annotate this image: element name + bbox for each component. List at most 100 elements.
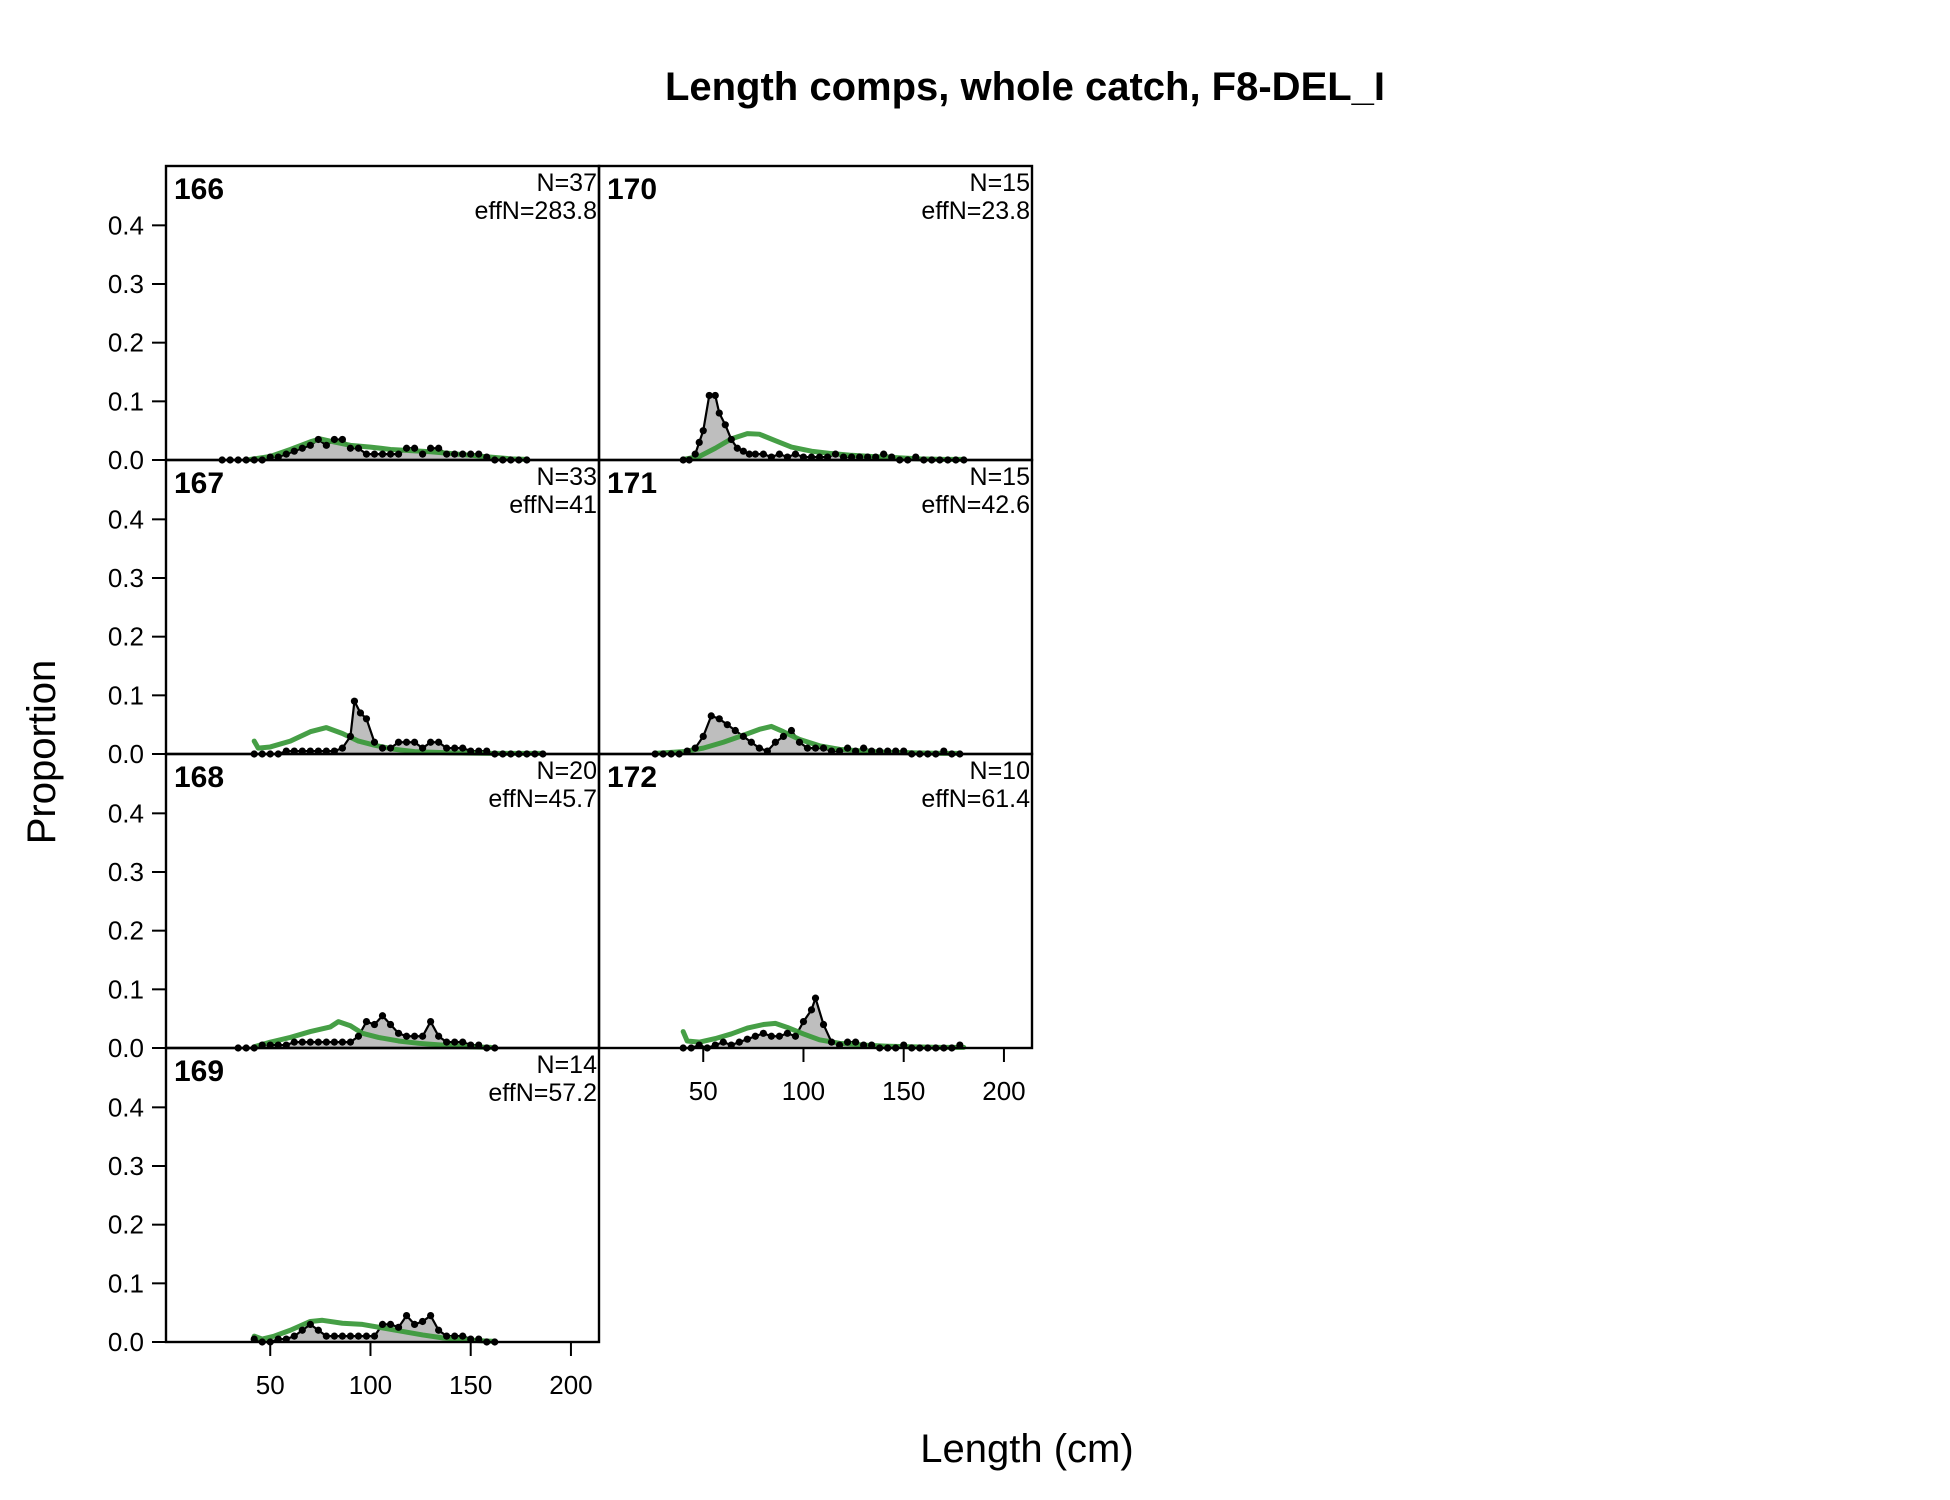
observed-point (427, 444, 435, 452)
observed-point (705, 391, 713, 400)
observed-point (290, 1038, 298, 1046)
observed-point (727, 435, 735, 444)
observed-point (759, 1029, 767, 1037)
observed-point (370, 1020, 379, 1029)
observed-point (733, 444, 741, 452)
observed-point (427, 1018, 435, 1026)
y-tick-label: 0.4 (108, 210, 144, 240)
observed-point (354, 1332, 363, 1340)
observed-point (831, 450, 840, 458)
expected-line (251, 1019, 494, 1050)
observed-point (443, 450, 451, 458)
observed-point (314, 1038, 322, 1046)
observed-point (435, 1032, 443, 1040)
observed-point (443, 1332, 451, 1340)
y-tick-label: 0.4 (108, 1092, 144, 1122)
x-tick-label: 100 (349, 1370, 392, 1400)
observed-point (739, 447, 747, 455)
observed-point (819, 1020, 828, 1029)
y-tick-label: 0.1 (108, 1268, 144, 1298)
observed-point (427, 1312, 435, 1320)
observed-point (880, 450, 888, 458)
observed-point (418, 1317, 427, 1326)
y-tick-label: 0.0 (108, 1033, 144, 1063)
panel-frame (164, 1046, 601, 1344)
observed-point (394, 1323, 403, 1331)
observed-point (362, 1018, 371, 1026)
observed-point (418, 744, 427, 752)
observed-point (402, 1032, 411, 1040)
observed-point (410, 444, 419, 452)
x-tick-label: 50 (689, 1076, 718, 1106)
observed-point (759, 450, 767, 458)
observed-point (751, 1032, 759, 1040)
y-tick-label: 0.3 (108, 857, 144, 887)
observed-point (338, 1332, 347, 1340)
panel-n-label: N=14 (537, 1051, 598, 1079)
observed-point (695, 438, 703, 446)
observed-point (767, 1032, 775, 1040)
panel-n-label: N=20 (537, 757, 597, 785)
observed-point (418, 450, 427, 458)
observed-point (418, 1032, 427, 1040)
observed-point (715, 409, 723, 417)
observed-point (386, 450, 395, 458)
observed-point (707, 712, 715, 720)
observed-point (410, 738, 419, 746)
y-tick-label: 0.4 (108, 504, 144, 534)
observed-point (370, 1332, 379, 1340)
observed-point (435, 1326, 443, 1334)
x-tick-label: 200 (982, 1076, 1025, 1106)
observed-point (699, 427, 707, 435)
y-tick-label: 0.2 (108, 328, 144, 358)
observed-point (715, 715, 723, 723)
observed-point (402, 444, 411, 452)
observed-point (290, 447, 298, 455)
y-tick-label: 0.0 (108, 1327, 144, 1357)
observed-point (811, 744, 820, 752)
observed-point (739, 732, 747, 741)
panel-effn-label: effN=41 (509, 491, 597, 519)
observed-point (691, 744, 699, 752)
panel-year-label: 167 (174, 467, 224, 500)
observed-point (386, 1020, 395, 1029)
observed-point (843, 744, 852, 752)
observed-point (362, 450, 371, 458)
observed-point (711, 391, 719, 400)
y-tick-label: 0.2 (108, 622, 144, 652)
observed-point (298, 1038, 306, 1046)
x-tick-label: 100 (782, 1076, 825, 1106)
observed-point (691, 450, 699, 458)
observed-point (443, 1038, 451, 1046)
observed-point (362, 715, 371, 723)
y-tick-label: 0.1 (108, 680, 144, 710)
observed-point (350, 697, 359, 705)
observed-point (354, 444, 363, 452)
panel-n-label: N=37 (537, 169, 597, 197)
observed-point (735, 1038, 743, 1046)
observed-point (402, 738, 411, 746)
observed-point (338, 744, 347, 752)
observed-point (807, 1006, 816, 1014)
observed-point (451, 450, 459, 458)
panel-effn-label: effN=42.6 (921, 491, 1030, 519)
observed-point (435, 738, 443, 746)
observed-point (306, 1320, 314, 1328)
observed-point (410, 1320, 419, 1328)
y-tick-label: 0.1 (108, 974, 144, 1004)
x-tick-label: 50 (256, 1370, 285, 1400)
observed-point (370, 738, 379, 746)
observed-point (362, 1332, 371, 1340)
observed-point (791, 450, 800, 458)
observed-point (775, 1032, 784, 1040)
panel-year-label: 170 (607, 173, 657, 206)
panel-year-label: 172 (607, 761, 657, 794)
x-tick-label: 200 (549, 1370, 592, 1400)
observed-point (783, 1029, 792, 1037)
observed-point (394, 1029, 403, 1037)
